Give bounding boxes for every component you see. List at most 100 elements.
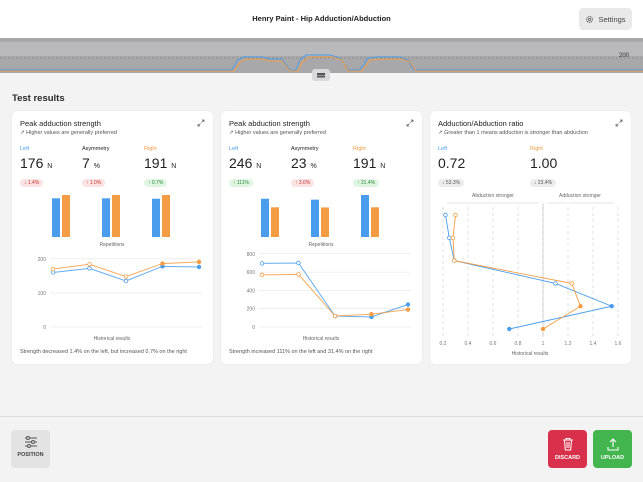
history-point-left: [296, 260, 301, 266]
change-badge: ↓ 53.3%: [438, 179, 465, 187]
history-point-left: [87, 266, 92, 271]
change-badge: ↓ 1.4%: [20, 179, 44, 187]
change-badge: ↑ 3.0%: [291, 179, 315, 187]
history-point-left: [259, 261, 265, 266]
x-tick-label: 1: [542, 341, 545, 347]
history-point-right: [123, 274, 129, 279]
y-tick-label: 200: [38, 257, 47, 263]
bar-left-2: [102, 198, 110, 237]
top-bar: Henry Paint - Hip Adduction/Abduction Se…: [0, 0, 643, 38]
stat-right: Right 191 N ↑ 31.4%: [353, 146, 386, 187]
history-point-left: [123, 278, 129, 284]
y-tick-label: 100: [38, 291, 47, 297]
change-badge: ↑ 1.0%: [82, 179, 106, 187]
position-label: POSITION: [17, 452, 44, 458]
ratio-point-left: [507, 326, 512, 332]
y-tick-label: 600: [247, 270, 256, 276]
bar-left-3: [361, 195, 369, 237]
history-point-right: [196, 259, 202, 265]
x-tick-label: 0.2: [440, 341, 447, 347]
x-tick-label: 1.2: [565, 341, 572, 347]
signal-level-label: 200: [618, 53, 629, 59]
expand-icon[interactable]: [406, 119, 414, 127]
ratio-point-left: [553, 281, 558, 286]
bar-right-3: [162, 195, 170, 237]
ratio-point-right: [540, 326, 546, 332]
historical-label: Historical results: [512, 351, 549, 357]
y-tick-label: 400: [247, 288, 256, 294]
bar-right-1: [271, 207, 279, 237]
history-point-right: [369, 311, 374, 317]
history-point-right: [259, 272, 265, 278]
ratio-line-right: [452, 214, 582, 330]
change-badge: ↓ 23.4%: [530, 179, 557, 187]
history-point-right: [87, 262, 92, 267]
bar-left-2: [311, 199, 319, 237]
settings-button[interactable]: Settings: [579, 8, 632, 30]
stat-right: Right 191 N ↑ 0.7%: [144, 146, 177, 187]
x-tick-label: 1.6: [615, 341, 622, 347]
change-badge: ↑ 111%: [229, 179, 253, 187]
settings-label: Settings: [598, 14, 626, 24]
expand-icon[interactable]: [615, 119, 623, 127]
y-tick-label: 200: [247, 307, 256, 313]
card-title: Peak abduction strength: [229, 119, 310, 128]
stat-left: Left 0.72 ↓ 53.3%: [438, 146, 466, 187]
ratio-point-left: [609, 303, 614, 309]
ratio-point-right: [569, 281, 574, 286]
ratio-point-right: [450, 235, 456, 240]
history-point-left: [196, 264, 202, 270]
card-title: Peak adduction strength: [20, 119, 101, 128]
ratio-line-left: [445, 214, 614, 330]
ratio-point-left: [443, 212, 448, 218]
section-title: Test results: [12, 93, 65, 104]
bar-left-1: [261, 198, 269, 237]
repetitions-label: Repetitions: [99, 242, 125, 248]
ratio-chart: Abduction stronger Adduction stronger 0.…: [440, 193, 622, 357]
ratio-point-right: [452, 258, 457, 263]
discard-label: DISCARD: [554, 455, 581, 461]
history-point-right: [50, 266, 56, 272]
change-badge: ↑ 31.4%: [353, 179, 380, 187]
bottom-bar: POSITION DISCARD UPLOAD: [0, 416, 643, 482]
stat-asymmetry: Asymmetry 7 % ↑ 1.0%: [82, 146, 110, 187]
history-point-right: [405, 307, 411, 312]
drag-handle[interactable]: [312, 69, 330, 81]
x-tick-label: 0.4: [465, 341, 472, 347]
trash-icon: [562, 438, 573, 451]
historical-label: Historical results: [94, 336, 131, 342]
region-label-right: Adduction stronger: [559, 193, 601, 199]
ratio-point-left: [447, 235, 452, 240]
gear-icon: [586, 15, 594, 23]
ratio-point-right: [578, 303, 583, 309]
card-footer: Strength decreased 1.4% on the left, but…: [20, 349, 187, 355]
bar-right-3: [371, 207, 379, 237]
expand-icon[interactable]: [197, 119, 205, 127]
region-label-left: Abduction stronger: [472, 193, 514, 199]
stat-left: Left 246 N ↑ 111%: [229, 146, 262, 187]
bar-left-3: [152, 198, 160, 237]
discard-button[interactable]: DISCARD: [548, 430, 587, 468]
card-footer: Strength increased 111% on the left and …: [229, 349, 373, 355]
y-tick-label: 0: [43, 325, 46, 331]
upload-icon: [606, 438, 619, 451]
card-subtitle: ↗ Greater than 1 means adduction is stro…: [438, 130, 588, 136]
x-tick-label: 0.6: [490, 341, 497, 347]
page-title: Henry Paint - Hip Adduction/Abduction: [252, 14, 391, 23]
card-subtitle: ↗ Higher values are generally preferred: [229, 130, 326, 136]
bar-left-1: [52, 198, 60, 237]
y-tick-label: 800: [247, 252, 256, 258]
card-ratio: Adduction/Abduction ratio ↗ Greater than…: [430, 111, 631, 364]
position-button[interactable]: POSITION: [11, 430, 50, 468]
bar-right-2: [321, 207, 329, 237]
upload-label: UPLOAD: [600, 455, 625, 461]
x-tick-label: 1.4: [590, 341, 597, 347]
y-tick-label: 0: [252, 325, 255, 331]
card-subtitle: ↗ Higher values are generally preferred: [20, 130, 117, 136]
upload-button[interactable]: UPLOAD: [593, 430, 632, 468]
stat-left: Left 176 N ↓ 1.4%: [20, 146, 53, 187]
history-point-left: [405, 302, 411, 307]
card-peak-abduction: Peak abduction strength ↗ Higher values …: [221, 111, 422, 364]
bar-right-2: [112, 195, 120, 237]
card-charts: Repetitions 0 200 400 600 800 Historical res…: [247, 195, 411, 342]
